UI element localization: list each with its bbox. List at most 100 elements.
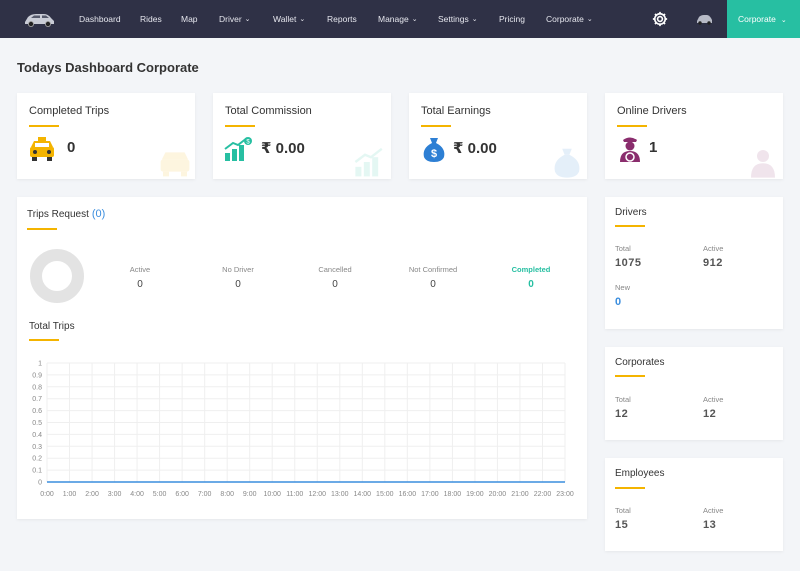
- corporates-active-value: 12: [703, 408, 717, 420]
- chevron-down-icon: ⌄: [471, 16, 478, 23]
- drivers-total-label: Total: [615, 244, 631, 253]
- title-underline: [27, 228, 57, 230]
- top-navbar: Dashboard Rides Map Driver ⌄ Wallet ⌄ Repo…: [0, 0, 800, 38]
- svg-text:$: $: [246, 140, 250, 146]
- corporate-account-button[interactable]: Corporate ⌄: [727, 0, 800, 38]
- stat-title: Total Commission: [225, 105, 312, 117]
- title-underline: [29, 339, 59, 341]
- x-tick-label: 9:00: [243, 491, 257, 498]
- x-tick-label: 16:00: [399, 491, 417, 498]
- title-underline: [29, 125, 59, 127]
- total-trips-line-chart: 00.10.20.30.40.50.60.70.80.910:00 1:00 2:0…: [32, 361, 574, 499]
- employees-active-value: 13: [703, 519, 717, 531]
- x-tick-label: 21:00: [511, 491, 529, 498]
- y-tick-label: 0.4: [32, 432, 42, 439]
- nav-pricing[interactable]: Pricing: [499, 14, 525, 24]
- car-logo-icon[interactable]: [22, 9, 56, 29]
- stat-value: 0: [67, 139, 76, 156]
- x-tick-label: 8:00: [220, 491, 234, 498]
- taxi-icon: [30, 137, 54, 161]
- nav-reports[interactable]: Reports: [327, 14, 357, 24]
- nav-dashboard[interactable]: Dashboard: [79, 14, 121, 24]
- x-tick-label: 4:00: [130, 491, 144, 498]
- corporates-title: Corporates: [615, 357, 665, 368]
- status-label-active: Active: [129, 265, 151, 274]
- x-tick-label: 0:00: [40, 491, 54, 498]
- money-bag-watermark-icon: [554, 148, 580, 178]
- stat-card-total-commission: Total Commission $ ₹ 0.00: [213, 93, 391, 179]
- drivers-card: Drivers Total 1075 Active 912 New 0: [605, 197, 783, 329]
- drivers-active-value: 912: [703, 257, 723, 269]
- status-value-cancelled: 0: [332, 279, 338, 290]
- chevron-down-icon: ⌄: [244, 16, 251, 23]
- y-tick-label: 0: [38, 480, 42, 487]
- employees-total-value: 15: [615, 519, 629, 531]
- title-underline: [225, 125, 255, 127]
- nav-manage[interactable]: Manage ⌄: [378, 0, 418, 38]
- employees-total-label: Total: [615, 506, 631, 515]
- growth-chart-icon: $: [224, 137, 252, 161]
- title-underline: [617, 125, 647, 127]
- gear-icon[interactable]: [651, 10, 669, 28]
- title-underline: [421, 125, 451, 127]
- nav-map[interactable]: Map: [181, 14, 198, 24]
- y-tick-label: 0.1: [32, 468, 42, 475]
- status-value-active: 0: [137, 279, 143, 290]
- money-bag-icon: $: [423, 138, 445, 162]
- x-tick-label: 5:00: [153, 491, 167, 498]
- corporates-active-label: Active: [703, 395, 724, 404]
- car-avatar-icon[interactable]: [695, 12, 713, 26]
- x-tick-label: 17:00: [421, 491, 439, 498]
- x-tick-label: 18:00: [444, 491, 462, 498]
- nav-driver[interactable]: Driver ⌄: [219, 0, 251, 38]
- chevron-down-icon: ⌄: [299, 16, 306, 23]
- x-tick-label: 1:00: [63, 491, 77, 498]
- status-value-completed: 0: [528, 279, 534, 290]
- driver-watermark-icon: [751, 150, 775, 178]
- chevron-down-icon: ⌄: [780, 17, 787, 24]
- drivers-title: Drivers: [615, 207, 647, 218]
- corporates-total-label: Total: [615, 395, 631, 404]
- stat-card-total-earnings: Total Earnings $ ₹ 0.00: [409, 93, 587, 179]
- drivers-active-label: Active: [703, 244, 724, 253]
- total-trips-title: Total Trips: [29, 321, 75, 332]
- stat-title: Completed Trips: [29, 105, 110, 117]
- employees-active-label: Active: [703, 506, 724, 515]
- x-tick-label: 10:00: [263, 491, 281, 498]
- stat-value: ₹ 0.00: [453, 140, 497, 157]
- stat-title: Total Earnings: [421, 105, 491, 117]
- y-tick-label: 0.2: [32, 456, 42, 463]
- chevron-down-icon: ⌄: [586, 16, 593, 23]
- stat-card-completed-trips: Completed Trips 0: [17, 93, 195, 179]
- x-tick-label: 2:00: [85, 491, 99, 498]
- page-title: Todays Dashboard Corporate: [17, 60, 199, 75]
- y-tick-label: 0.6: [32, 408, 42, 415]
- x-tick-label: 12:00: [308, 491, 326, 498]
- stat-card-online-drivers: Online Drivers 1: [605, 93, 783, 179]
- x-tick-label: 11:00: [286, 491, 303, 498]
- nav-wallet[interactable]: Wallet ⌄: [273, 0, 305, 38]
- trips-request-title: Trips Request (0): [27, 208, 106, 220]
- drivers-new-label: New: [615, 283, 631, 292]
- status-label-not-confirmed: Not Confirmed: [408, 265, 458, 274]
- title-underline: [615, 225, 645, 227]
- nav-corporate[interactable]: Corporate ⌄: [546, 0, 593, 38]
- corporates-card: Corporates Total 12 Active 12: [605, 347, 783, 440]
- x-tick-label: 3:00: [108, 491, 122, 498]
- y-tick-label: 0.5: [32, 420, 42, 427]
- stat-value: 1: [649, 139, 658, 156]
- stat-title: Online Drivers: [617, 105, 687, 117]
- nav-rides[interactable]: Rides: [140, 14, 162, 24]
- nav-settings[interactable]: Settings ⌄: [438, 0, 478, 38]
- x-tick-label: 23:00: [556, 491, 574, 498]
- y-tick-label: 1: [38, 361, 42, 368]
- driver-icon: [620, 137, 640, 162]
- trips-donut-chart: [30, 249, 84, 303]
- stat-value: ₹ 0.00: [261, 140, 305, 157]
- trips-request-count[interactable]: (0): [91, 208, 106, 220]
- drivers-new-value[interactable]: 0: [615, 296, 622, 308]
- drivers-total-value: 1075: [615, 257, 642, 269]
- x-tick-label: 6:00: [175, 491, 189, 498]
- x-tick-label: 19:00: [466, 491, 484, 498]
- y-tick-label: 0.8: [32, 384, 42, 391]
